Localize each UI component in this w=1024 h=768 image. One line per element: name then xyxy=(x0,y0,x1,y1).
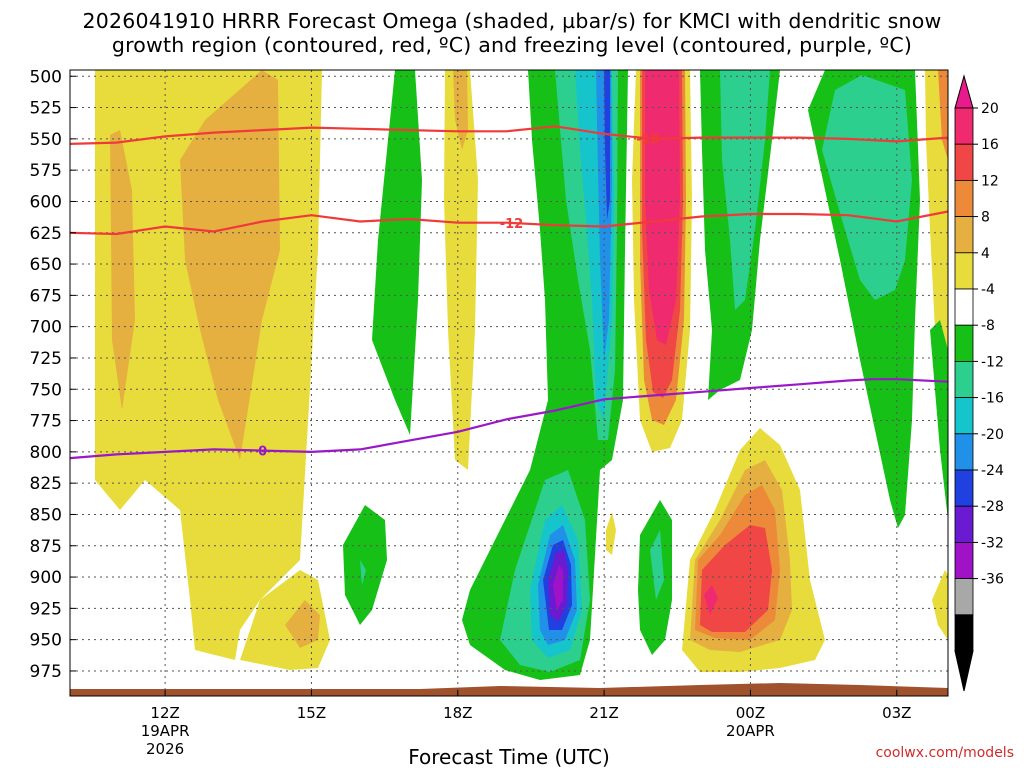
y-tick-label: 750 xyxy=(30,380,62,400)
omega-region xyxy=(930,320,948,520)
omega-region xyxy=(110,130,135,410)
colorbar-swatch xyxy=(954,107,974,145)
omega-region xyxy=(704,585,718,615)
colorbar-tick-label: 12 xyxy=(981,173,999,189)
omega-region xyxy=(553,565,563,610)
terrain-strip xyxy=(70,683,948,696)
y-tick-label: 900 xyxy=(30,568,62,588)
y-tick-label: 925 xyxy=(30,599,62,619)
y-tick-label: 675 xyxy=(30,286,62,306)
omega-region xyxy=(822,75,912,300)
x-tick-label: 18Z xyxy=(443,704,472,722)
omega-region xyxy=(700,525,772,632)
x-tick-label: 15Z xyxy=(297,704,326,722)
x-tick-label: 12Z xyxy=(150,704,179,722)
colorbar-swatch xyxy=(954,216,974,254)
y-tick-label: 650 xyxy=(30,255,62,275)
colorbar-tick-label: -24 xyxy=(981,463,1004,479)
x-tick-label: 21Z xyxy=(589,704,618,722)
colorbar-swatch xyxy=(954,433,974,471)
colorbar-swatch xyxy=(954,397,974,435)
x-tick-label: 03Z xyxy=(882,704,911,722)
y-tick-label: 875 xyxy=(30,537,62,557)
contour-label: -12 xyxy=(500,217,524,232)
colorbar-tick-label: -16 xyxy=(981,391,1004,407)
x-axis-label: Forecast Time (UTC) xyxy=(408,745,610,768)
plot-frame xyxy=(69,69,949,697)
colorbar-swatch xyxy=(954,288,974,326)
y-axis: 500 525 550 575 600 625 650 675 700 725 750 775 800 8… xyxy=(30,67,76,682)
omega-region xyxy=(240,570,330,670)
colorbar-tick-label: -36 xyxy=(981,572,1004,588)
omega-shading xyxy=(95,70,948,680)
y-tick-label: 525 xyxy=(30,99,62,119)
y-tick-label: 725 xyxy=(30,349,62,369)
x-tick-label: 00Z xyxy=(736,704,765,722)
colorbar-swatch xyxy=(954,143,974,181)
contour-label: -18 xyxy=(636,132,660,147)
colorbar-swatch xyxy=(954,324,974,362)
colorbar-top-arrow xyxy=(954,74,974,109)
omega-region xyxy=(343,505,387,625)
y-tick-label: 975 xyxy=(30,662,62,682)
colorbar-tick-label: -8 xyxy=(981,318,995,334)
y-tick-label: 625 xyxy=(30,224,62,244)
y-tick-label: 775 xyxy=(30,412,62,432)
omega-region xyxy=(444,70,478,470)
contour-line xyxy=(69,125,949,145)
y-tick-label: 600 xyxy=(30,192,62,212)
contour-line xyxy=(69,210,949,236)
colorbar-bottom-arrow xyxy=(954,650,974,692)
colorbar-tick-label: 16 xyxy=(981,137,999,153)
contour-line xyxy=(69,378,949,460)
y-tick-label: 575 xyxy=(30,161,62,181)
contour-label: 0 xyxy=(258,445,267,460)
colorbar-tick-label: 20 xyxy=(981,101,999,117)
omega-region xyxy=(180,70,280,460)
colorbar-tick-label: -4 xyxy=(981,282,995,298)
colorbar-swatch xyxy=(954,542,974,580)
chart-title-line-1: 2026041910 HRRR Forecast Omega (shaded, … xyxy=(82,9,942,33)
colorbar-swatch xyxy=(954,614,974,652)
omega-region xyxy=(372,70,422,435)
colorbar-swatch xyxy=(954,505,974,543)
gridlines xyxy=(70,70,948,696)
colorbar-swatch xyxy=(954,578,974,616)
omega-region xyxy=(720,70,770,310)
y-tick-label: 850 xyxy=(30,505,62,525)
omega-region xyxy=(606,512,616,555)
colorbar-tick-label: -20 xyxy=(981,427,1004,443)
y-tick-label: 800 xyxy=(30,443,62,463)
y-tick-label: 700 xyxy=(30,318,62,338)
colorbar-tick-label: 4 xyxy=(981,246,990,262)
colorbar-swatch xyxy=(954,469,974,507)
colorbar-tick-label: -32 xyxy=(981,535,1004,551)
colorbar: 20 16 12 8 4 -4 -8 -12 -16 -20 -24 -28 -32 -36 xyxy=(954,74,1004,692)
colorbar-swatch xyxy=(954,360,974,398)
y-tick-label: 950 xyxy=(30,631,62,651)
contour-lines: -18 -12 0 xyxy=(69,125,949,460)
omega-region xyxy=(650,530,664,600)
omega-region xyxy=(925,70,948,380)
watermark: coolwx.com/models xyxy=(875,745,1014,761)
y-tick-label: 825 xyxy=(30,474,62,494)
x-tick-date: 19APR xyxy=(141,722,190,740)
y-tick-label: 500 xyxy=(30,67,62,87)
omega-region xyxy=(360,560,366,585)
y-tick-label: 550 xyxy=(30,130,62,150)
colorbar-tick-label: -12 xyxy=(981,354,1004,370)
omega-region xyxy=(453,70,468,150)
colorbar-tick-label: -28 xyxy=(981,499,1004,515)
x-tick-year: 2026 xyxy=(146,740,184,758)
colorbar-tick-label: 8 xyxy=(981,210,990,226)
omega-region xyxy=(932,570,948,640)
chart-title-line-2: growth region (contoured, red, ºC) and f… xyxy=(111,33,913,57)
x-tick-date: 20APR xyxy=(726,722,775,740)
colorbar-swatch xyxy=(954,179,974,217)
colorbar-swatch xyxy=(954,252,974,290)
